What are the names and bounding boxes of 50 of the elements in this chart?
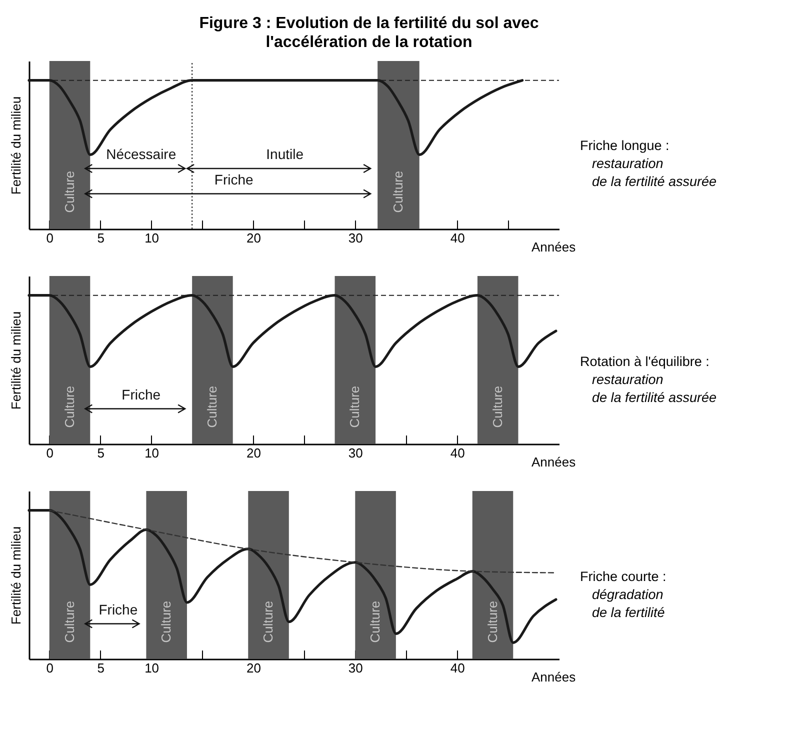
band-label: Culture [204, 386, 220, 428]
x-tick-label: 10 [144, 660, 160, 676]
y-axis-title: Fertilité du milieu [8, 311, 24, 410]
x-tick-label: 40 [450, 660, 465, 676]
x-axis-title: Années [532, 670, 576, 684]
x-tick-label: 0 [46, 230, 54, 246]
x-axis-title: Années [532, 240, 576, 254]
x-tick-label: 30 [348, 660, 363, 676]
band-label: Culture [490, 386, 505, 428]
text: Friche courte : [580, 568, 668, 586]
x-tick-label: 20 [246, 660, 261, 676]
annotation: Friche [122, 386, 161, 402]
band-label: Culture [62, 600, 77, 643]
x-tick-label: 10 [144, 230, 160, 246]
text: Friche longue : [580, 137, 670, 155]
text: de la fertilité assurée [591, 388, 718, 406]
x-tick-label: 0 [46, 660, 54, 676]
chart-title: Figure 3 : Evolution de la fertilité du sol avec l'accélération de la rotation [198, 14, 540, 52]
x-tick-label: 5 [97, 660, 104, 676]
band-label: Culture [368, 600, 383, 643]
band-label: Culture [158, 600, 174, 643]
annotation: Nécessaire [106, 146, 176, 162]
annotation: Friche [98, 601, 138, 618]
y-axis-title: Fertilité du milieu [8, 526, 24, 625]
x-tick-label: 10 [144, 446, 160, 460]
text: dégradation [591, 586, 664, 604]
x-axis-title: Années [532, 454, 576, 470]
x-tick-label: 40 [450, 230, 465, 246]
text: restauration [591, 155, 664, 173]
y-axis-title: Fertilité du milieu [8, 96, 24, 195]
text: restauration [591, 370, 664, 388]
x-tick-label: 5 [97, 446, 104, 460]
text: Rotation à l'équilibre : [580, 352, 710, 370]
x-tick-label: 30 [348, 446, 363, 460]
band-label: Culture [62, 170, 77, 213]
x-tick-label: 30 [348, 230, 363, 246]
x-tick-label: 5 [97, 230, 104, 246]
annotation: Friche [214, 171, 254, 188]
x-tick-label: 20 [246, 446, 261, 460]
annotation: Inutile [266, 146, 304, 162]
band-label: Culture [484, 600, 500, 643]
band-label: Culture [260, 600, 276, 643]
band-label: Culture [62, 386, 77, 428]
x-tick-label: 40 [450, 446, 465, 460]
x-tick-label: 0 [46, 446, 54, 460]
x-tick-label: 20 [246, 230, 261, 246]
band-label: Culture [347, 386, 362, 428]
text: de la fertilité assurée [591, 173, 718, 191]
band-label: Culture [390, 170, 406, 213]
text: de la fertilité [591, 604, 666, 622]
